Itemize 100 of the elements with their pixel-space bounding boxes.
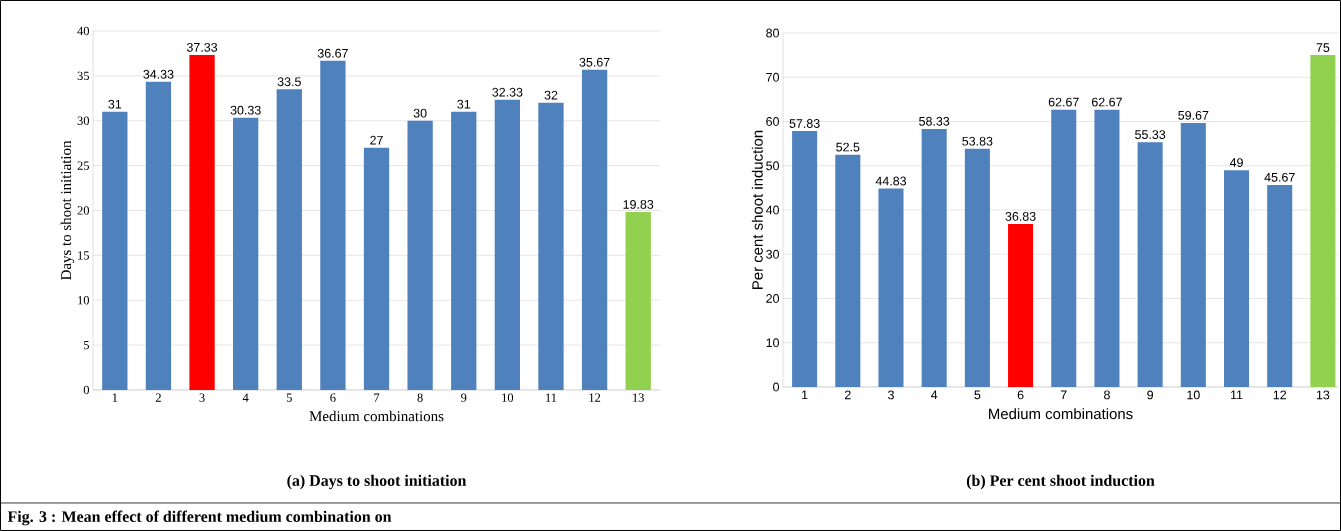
x-tick-label: 6 bbox=[330, 393, 336, 402]
x-tick-label: 4 bbox=[931, 390, 938, 400]
x-tick-label: 11 bbox=[1231, 390, 1243, 400]
bar bbox=[1267, 184, 1293, 387]
data-label: 44.83 bbox=[875, 176, 907, 186]
data-label: 37.33 bbox=[186, 42, 218, 52]
bar bbox=[1051, 109, 1077, 387]
x-tick-label: 6 bbox=[1017, 390, 1024, 400]
bar bbox=[363, 147, 390, 390]
data-label: 34.33 bbox=[143, 69, 174, 79]
data-label: 36.67 bbox=[317, 48, 348, 58]
text: (a) Days to shoot initiation bbox=[287, 474, 467, 490]
data-label: 62.67 bbox=[1091, 97, 1122, 107]
x-tick-label: 11 bbox=[546, 393, 557, 402]
x-tick-label: 7 bbox=[1060, 390, 1067, 400]
data-label: 32 bbox=[544, 90, 558, 100]
bar bbox=[1094, 109, 1120, 387]
y-axis-title: Days to shoot initiation bbox=[60, 140, 75, 280]
x-tick-label: 13 bbox=[633, 393, 644, 402]
x-tick-label: 12 bbox=[1273, 390, 1287, 400]
x-axis-title: Medium combinations bbox=[989, 408, 1133, 420]
y-tick-label: 10 bbox=[78, 296, 90, 305]
y-tick-label: 35 bbox=[77, 71, 90, 81]
x-tick-label: 10 bbox=[502, 393, 514, 402]
data-label: 52.5 bbox=[836, 142, 860, 152]
bar bbox=[102, 111, 128, 390]
y-tick-label: 0 bbox=[773, 382, 780, 392]
bar bbox=[538, 102, 564, 390]
data-label: 62.67 bbox=[1048, 97, 1079, 107]
data-label: 45.67 bbox=[1264, 172, 1295, 182]
y-tick-label: 10 bbox=[766, 338, 780, 348]
y-tick-label: 40 bbox=[765, 205, 780, 215]
data-label: 30 bbox=[413, 108, 427, 118]
data-label: 31 bbox=[457, 99, 471, 109]
bar bbox=[233, 117, 259, 390]
x-axis-title: Medium combinations bbox=[309, 410, 444, 422]
bar bbox=[1137, 142, 1163, 387]
bar bbox=[494, 99, 521, 390]
x-tick-label: 7 bbox=[374, 393, 380, 402]
y-tick-label: 30 bbox=[766, 249, 780, 259]
x-tick-label: 10 bbox=[1187, 390, 1200, 400]
data-label: 58.33 bbox=[919, 116, 950, 126]
bar bbox=[320, 60, 346, 390]
x-tick-label: 1 bbox=[112, 393, 118, 402]
x-tick-label: 8 bbox=[1104, 390, 1110, 400]
bar bbox=[878, 188, 904, 387]
y-tick-label: 50 bbox=[766, 161, 780, 171]
bar bbox=[835, 154, 861, 387]
y-tick-label: 15 bbox=[78, 251, 90, 260]
data-label: 53.83 bbox=[962, 136, 993, 146]
bar bbox=[189, 54, 215, 390]
y-tick-label: 40 bbox=[77, 26, 90, 36]
bar bbox=[921, 128, 947, 387]
x-tick-label: 3 bbox=[199, 393, 205, 402]
caption: Fig. 3 : Mean effect of different medium combination on bbox=[7, 510, 392, 526]
bar bbox=[145, 81, 172, 390]
bar bbox=[1224, 170, 1250, 387]
bar bbox=[1008, 224, 1034, 387]
y-tick-label: 25 bbox=[77, 161, 90, 170]
data-label: 33.5 bbox=[277, 77, 301, 87]
x-tick-label: 5 bbox=[286, 393, 292, 402]
bar bbox=[581, 69, 608, 390]
x-tick-label: 3 bbox=[888, 390, 894, 400]
x-tick-label: 13 bbox=[1316, 390, 1330, 400]
y-axis-title: Per cent shoot induction bbox=[751, 130, 763, 289]
data-label: 75 bbox=[1316, 43, 1330, 52]
x-tick-label: 1 bbox=[802, 390, 808, 400]
data-label: 19.83 bbox=[623, 200, 654, 209]
y-tick-label: 60 bbox=[766, 117, 780, 126]
y-tick-label: 20 bbox=[766, 294, 780, 303]
bar bbox=[451, 111, 477, 390]
y-tick-label: 0 bbox=[83, 385, 90, 395]
x-tick-label: 5 bbox=[974, 390, 981, 400]
bar bbox=[792, 131, 818, 387]
x-tick-label: 8 bbox=[417, 393, 423, 402]
x-tick-label: 9 bbox=[461, 393, 467, 402]
data-label: 30.33 bbox=[230, 105, 261, 115]
data-label: 35.67 bbox=[579, 57, 610, 67]
x-tick-label: 12 bbox=[589, 393, 601, 402]
bar bbox=[964, 148, 990, 387]
bar bbox=[1310, 55, 1336, 387]
data-label: 27 bbox=[370, 135, 383, 145]
text: (b) Per cent shoot induction bbox=[966, 474, 1155, 490]
data-label: 57.83 bbox=[789, 119, 820, 128]
x-tick-label: 2 bbox=[844, 390, 851, 400]
data-label: 59.67 bbox=[1178, 110, 1209, 120]
data-label: 55.33 bbox=[1135, 130, 1166, 139]
y-tick-label: 20 bbox=[77, 206, 90, 215]
x-tick-label: 2 bbox=[155, 393, 161, 402]
x-tick-label: 9 bbox=[1147, 390, 1154, 400]
bar bbox=[625, 212, 651, 390]
bar bbox=[407, 120, 433, 390]
bar bbox=[1180, 122, 1206, 387]
x-tick-label: 4 bbox=[242, 393, 249, 402]
y-tick-label: 80 bbox=[766, 28, 780, 38]
data-label: 31 bbox=[108, 99, 122, 109]
data-label: 36.83 bbox=[1005, 212, 1036, 221]
data-label: 32.33 bbox=[492, 87, 523, 97]
y-tick-label: 5 bbox=[83, 340, 89, 350]
data-label: 49 bbox=[1229, 158, 1243, 167]
